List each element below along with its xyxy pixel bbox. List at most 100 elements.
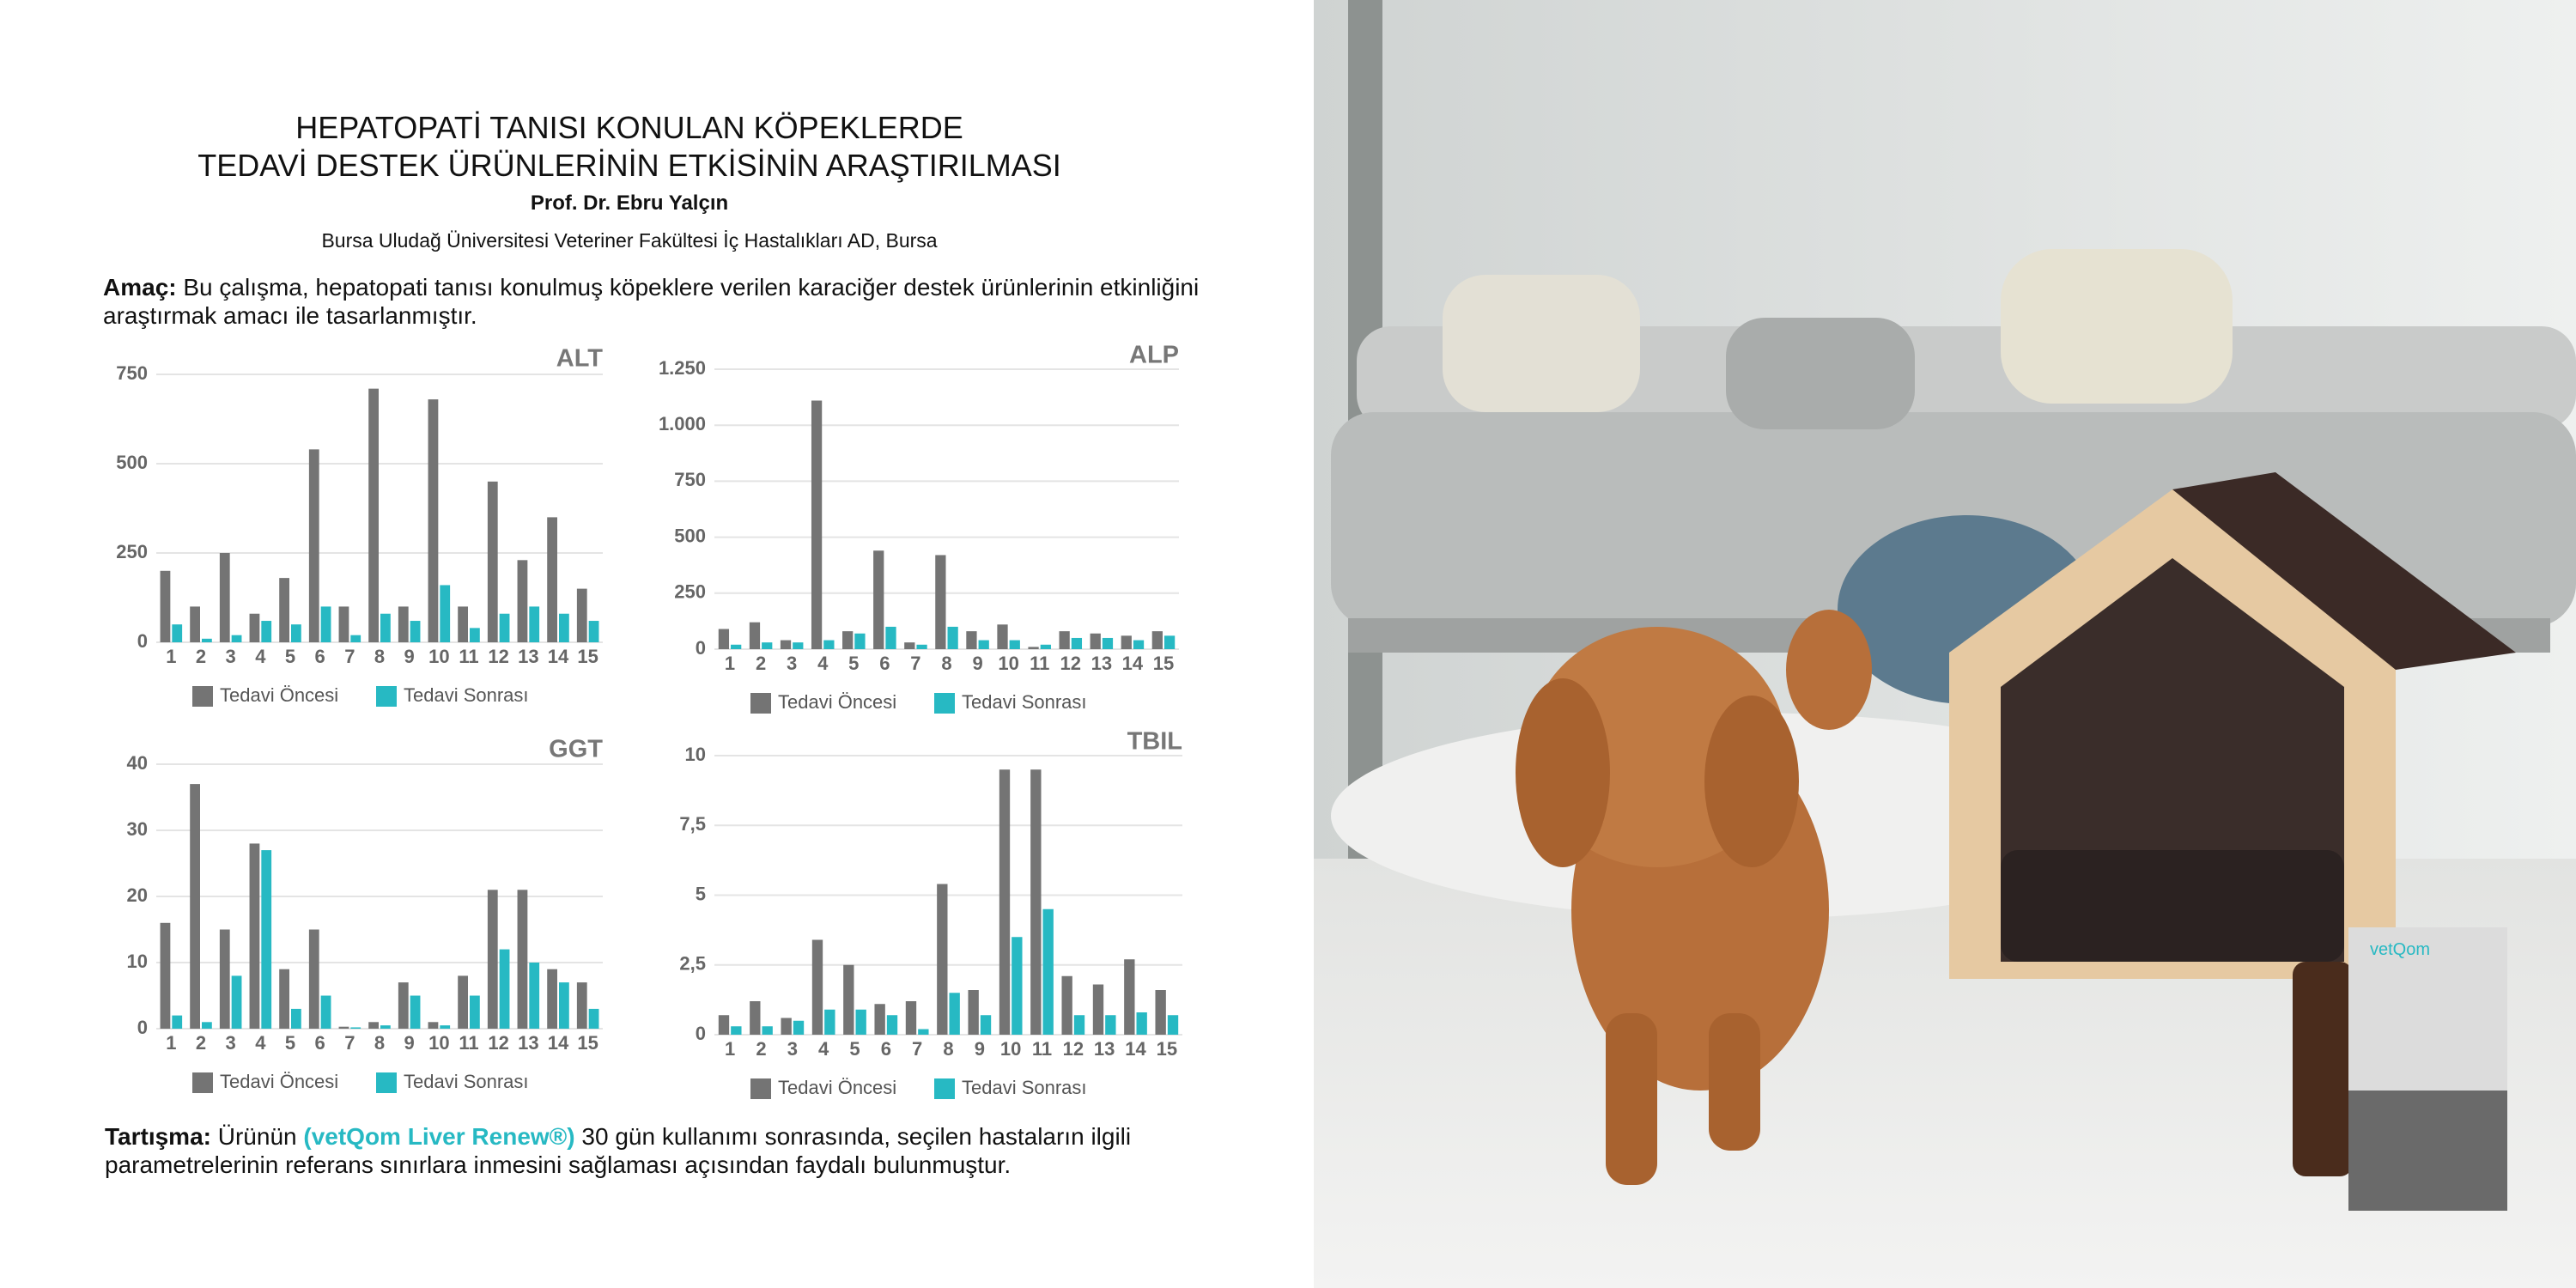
bar [1163,635,1176,649]
legend-swatch [192,1072,213,1093]
aim-label: Amaç: [103,274,177,301]
legend-swatch [192,686,213,707]
bar [279,578,289,642]
x-tick-label: 14 [548,1032,569,1054]
x-tick-label: 11 [459,646,478,667]
y-tick-label: 1.000 [659,413,706,434]
bar [1040,644,1051,649]
bar [1028,647,1039,649]
x-tick-label: 14 [1125,1038,1146,1060]
bar [874,1004,885,1035]
x-tick-label: 6 [315,646,325,667]
bar [793,642,804,649]
x-tick-label: 7 [912,1038,922,1060]
x-tick-label: 13 [1091,653,1112,674]
author: Prof. Dr. Ebru Yalçın [530,191,729,215]
legend-label: Tedavi Sonrası [404,1071,529,1092]
bar [873,550,884,649]
bar [980,1015,992,1035]
dog-tail [1786,610,1872,730]
x-tick-label: 14 [548,646,569,667]
x-tick-label: 4 [255,1032,266,1054]
bar [968,990,979,1035]
bar [855,1009,866,1035]
bar [1102,637,1114,649]
bar [458,975,468,1029]
x-tick-label: 2 [756,1038,766,1060]
bar [1012,937,1023,1035]
bar [1071,637,1083,649]
y-tick-label: 10 [685,744,706,765]
legend-label: Tedavi Öncesi [220,684,338,706]
bar [440,1025,451,1029]
x-tick-label: 12 [1060,653,1081,674]
bar [380,613,391,642]
bar [261,850,272,1029]
x-tick-label: 12 [1063,1038,1084,1060]
y-tick-label: 0 [696,637,706,659]
bar [499,949,510,1029]
x-tick-label: 9 [972,653,982,674]
bar [350,635,361,642]
x-tick-label: 1 [725,653,735,674]
bar [499,613,510,642]
bar [750,1001,761,1035]
bar [997,624,1008,649]
bar [905,1001,917,1035]
bar [470,628,480,642]
legend-swatch [376,686,397,707]
dog-leg [1709,1013,1760,1151]
sofa-back [1357,326,2576,429]
legend-label: Tedavi Sonrası [962,691,1087,713]
x-tick-label: 12 [488,646,508,667]
bar [279,969,289,1029]
bar [731,1026,742,1035]
x-tick-label: 12 [488,1032,508,1054]
bar [517,560,528,642]
bar [487,890,498,1029]
legend-swatch [376,1072,397,1093]
affiliation: Bursa Uludağ Üniversitesi Veteriner Fakü… [321,229,938,252]
bar [1009,640,1020,649]
bar [517,890,528,1029]
bar [398,606,409,642]
legend-label: Tedavi Öncesi [220,1071,338,1092]
x-tick-label: 8 [941,653,951,674]
x-tick-label: 11 [1030,653,1049,674]
x-tick-label: 1 [725,1038,735,1060]
bar [1059,631,1070,649]
bar [338,1026,349,1029]
bar [160,570,171,642]
bar [1090,633,1101,649]
bar [410,621,421,642]
bar [731,644,742,649]
x-tick-label: 6 [881,1038,891,1060]
bar [320,995,331,1029]
bar [308,929,319,1029]
bar [947,626,958,649]
bar [172,624,183,642]
x-tick-label: 7 [344,1032,355,1054]
x-tick-label: 9 [975,1038,985,1060]
x-tick-label: 8 [374,1032,385,1054]
bar [1073,1015,1085,1035]
legend-label: Tedavi Öncesi [778,691,896,713]
bar [202,1022,212,1029]
bar [410,995,421,1029]
x-tick-label: 5 [848,653,859,674]
dog-ear [1516,678,1610,867]
bar [338,606,349,642]
y-tick-label: 5 [696,883,706,904]
x-tick-label: 1 [166,1032,176,1054]
legend-label: Tedavi Sonrası [404,684,529,706]
bar [811,939,823,1035]
bar [1121,635,1132,649]
x-tick-label: 3 [226,646,236,667]
y-tick-label: 20 [127,884,148,906]
x-tick-label: 3 [787,653,797,674]
aim-text: Bu çalışma, hepatopati tanısı konulmuş k… [103,274,1200,329]
bar [854,633,866,649]
bar [219,929,230,1029]
bar [249,843,260,1029]
